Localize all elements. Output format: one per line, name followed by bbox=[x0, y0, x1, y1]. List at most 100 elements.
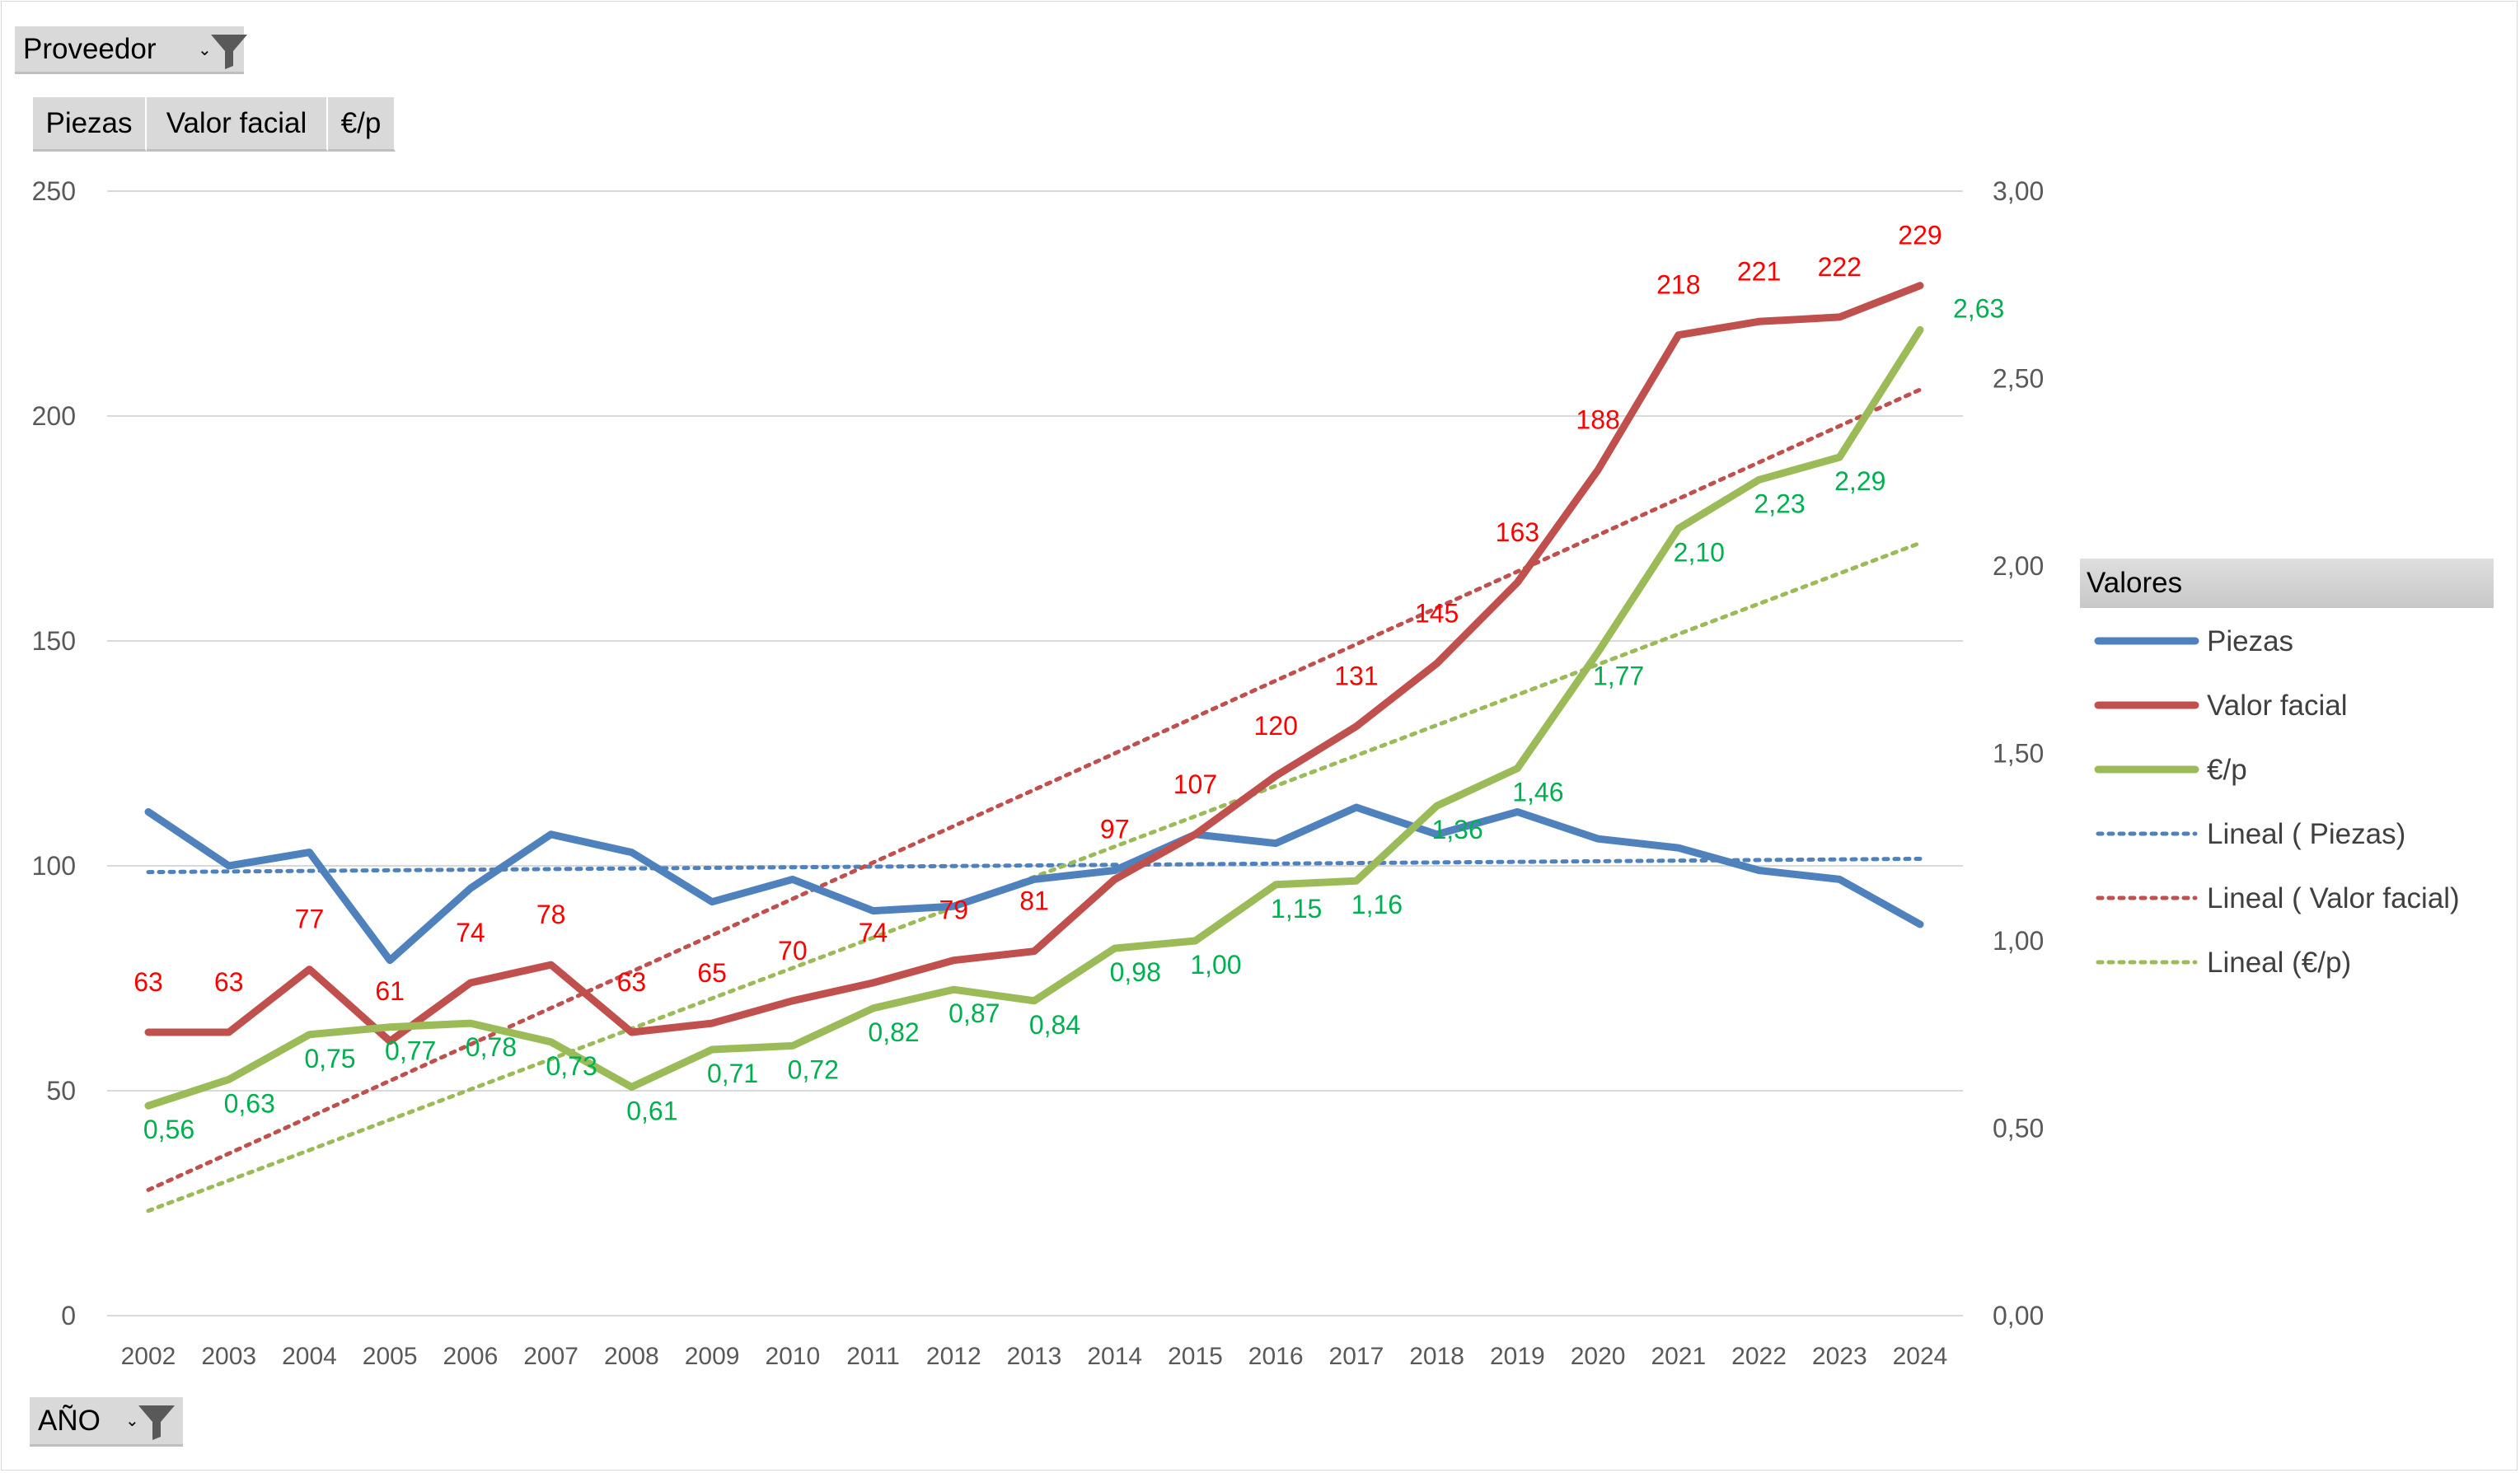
valor-facial-data-label: 163 bbox=[1496, 517, 1539, 547]
valor-facial-data-label: 218 bbox=[1656, 270, 1700, 300]
value-field-euro-per-piece[interactable]: €/p bbox=[328, 97, 396, 152]
left-axis-tick-label: 50 bbox=[46, 1076, 76, 1106]
x-axis-tick-label: 2010 bbox=[765, 1343, 820, 1370]
x-axis-tick-label: 2008 bbox=[604, 1343, 659, 1370]
euro-per-piece-data-label: 0,61 bbox=[626, 1096, 677, 1125]
valor-facial-data-label: 145 bbox=[1415, 598, 1459, 628]
filter-icon bbox=[211, 35, 247, 69]
trendline-piezas bbox=[146, 856, 1923, 875]
valor-facial-data-label: 97 bbox=[1100, 814, 1130, 844]
euro-per-piece-data-label: 0,72 bbox=[788, 1054, 839, 1084]
euro-per-piece-data-label: 0,75 bbox=[304, 1044, 355, 1073]
anio-filter-label: AÑO bbox=[38, 1404, 101, 1437]
series-line-piezas bbox=[144, 803, 1924, 965]
x-axis-tick-label: 2002 bbox=[121, 1343, 176, 1370]
euro-per-piece-data-label: 1,15 bbox=[1271, 894, 1322, 924]
filter-icon bbox=[138, 1405, 175, 1440]
euro-per-piece-data-label: 2,29 bbox=[1834, 466, 1885, 496]
proveedor-filter-button[interactable]: Proveedor ⌄ bbox=[15, 26, 247, 74]
valor-facial-data-label: 74 bbox=[456, 918, 485, 947]
valor-facial-data-label: 107 bbox=[1173, 769, 1217, 799]
valor-facial-data-label: 77 bbox=[295, 905, 325, 934]
x-axis-tick-label: 2003 bbox=[201, 1343, 256, 1370]
anio-filter-button[interactable]: AÑO ⌄ bbox=[30, 1397, 183, 1447]
euro-per-piece-data-label: 1,46 bbox=[1512, 778, 1563, 807]
euro-per-piece-data-label: 1,36 bbox=[1431, 815, 1482, 844]
legend-entry-label: Lineal ( Piezas) bbox=[2207, 818, 2405, 850]
legend-entry-label: Piezas bbox=[2207, 625, 2293, 657]
x-axis-tick-label: 2021 bbox=[1651, 1343, 1706, 1370]
valor-facial-data-label: 70 bbox=[778, 936, 808, 966]
right-axis-tick-label: 0,50 bbox=[1993, 1114, 2044, 1143]
x-axis-tick-label: 2012 bbox=[926, 1343, 981, 1370]
series-line-euro-per-piece bbox=[144, 325, 1924, 1110]
left-axis-tick-label: 0 bbox=[61, 1301, 76, 1330]
euro-per-piece-data-label: 0,82 bbox=[868, 1017, 919, 1047]
valor-facial-data-label: 78 bbox=[536, 900, 566, 929]
x-axis-tick-label: 2022 bbox=[1731, 1343, 1787, 1370]
valor-facial-data-label: 65 bbox=[697, 958, 727, 988]
valor-facial-data-label: 81 bbox=[1019, 886, 1049, 916]
valor-facial-data-label: 63 bbox=[214, 967, 244, 997]
x-axis-tick-label: 2019 bbox=[1490, 1343, 1545, 1370]
valor-facial-data-label: 74 bbox=[859, 918, 888, 947]
right-axis-tick-label: 2,00 bbox=[1993, 551, 2044, 581]
x-axis-tick-label: 2007 bbox=[523, 1343, 578, 1370]
euro-per-piece-data-label: 2,23 bbox=[1754, 489, 1805, 518]
value-field-valor-facial[interactable]: Valor facial bbox=[147, 97, 328, 152]
right-axis-tick-label: 1,50 bbox=[1993, 739, 2044, 769]
euro-per-piece-data-label: 2,63 bbox=[1953, 293, 2004, 323]
x-axis-tick-label: 2016 bbox=[1248, 1343, 1304, 1370]
legend-entry-label: €/p bbox=[2207, 754, 2247, 786]
valor-facial-data-label: 120 bbox=[1253, 711, 1297, 741]
x-axis-tick-label: 2006 bbox=[443, 1343, 499, 1370]
x-axis-tick-label: 2013 bbox=[1007, 1343, 1062, 1370]
left-axis-tick-label: 150 bbox=[32, 626, 76, 656]
legend-entry-label: Valor facial bbox=[2207, 690, 2348, 722]
euro-per-piece-data-label: 0,98 bbox=[1110, 957, 1161, 987]
valor-facial-data-label: 63 bbox=[617, 967, 647, 997]
x-axis-tick-label: 2018 bbox=[1409, 1343, 1464, 1370]
value-field-piezas[interactable]: Piezas bbox=[33, 97, 147, 152]
legend-title: Valores bbox=[2080, 559, 2494, 608]
x-axis-tick-label: 2005 bbox=[363, 1343, 418, 1370]
valor-facial-data-label: 229 bbox=[1898, 221, 1942, 250]
x-axis-tick-label: 2023 bbox=[1812, 1343, 1867, 1370]
left-axis-tick-label: 100 bbox=[32, 851, 76, 881]
euro-per-piece-data-label: 0,63 bbox=[224, 1088, 275, 1118]
left-axis-tick-label: 200 bbox=[32, 401, 76, 431]
euro-per-piece-data-label: 0,73 bbox=[546, 1051, 597, 1081]
euro-per-piece-data-label: 1,00 bbox=[1190, 950, 1241, 980]
valor-facial-data-label: 61 bbox=[375, 976, 405, 1006]
x-axis-tick-label: 2011 bbox=[846, 1343, 900, 1370]
x-axis-tick-label: 2024 bbox=[1893, 1343, 1948, 1370]
euro-per-piece-data-label: 0,87 bbox=[949, 998, 1000, 1028]
legend-entry-label: Lineal ( Valor facial) bbox=[2207, 882, 2460, 914]
valor-facial-data-label: 221 bbox=[1737, 256, 1781, 286]
left-axis-tick-label: 250 bbox=[32, 176, 76, 206]
series-line-valor-facial bbox=[144, 282, 1924, 1045]
proveedor-filter-label: Proveedor bbox=[23, 32, 157, 65]
euro-per-piece-data-label: 0,71 bbox=[707, 1059, 758, 1088]
right-axis-tick-label: 1,00 bbox=[1993, 926, 2044, 956]
x-axis-tick-label: 2020 bbox=[1571, 1343, 1626, 1370]
euro-per-piece-data-label: 0,78 bbox=[466, 1032, 517, 1062]
x-axis-tick-label: 2014 bbox=[1087, 1343, 1142, 1370]
valor-facial-data-label: 63 bbox=[133, 967, 163, 997]
valor-facial-data-label: 188 bbox=[1576, 405, 1619, 435]
euro-per-piece-data-label: 2,10 bbox=[1674, 538, 1725, 568]
dropdown-arrow-icon: ⌄ bbox=[125, 1412, 139, 1430]
euro-per-piece-data-label: 0,77 bbox=[385, 1036, 436, 1066]
right-axis-tick-label: 3,00 bbox=[1993, 176, 2044, 206]
valor-facial-data-label: 131 bbox=[1334, 662, 1378, 691]
valor-facial-data-label: 222 bbox=[1818, 252, 1862, 282]
euro-per-piece-data-label: 1,16 bbox=[1351, 890, 1403, 919]
euro-per-piece-data-label: 0,56 bbox=[143, 1115, 194, 1144]
euro-per-piece-data-label: 0,84 bbox=[1029, 1010, 1080, 1040]
legend-entry-label: Lineal (€/p) bbox=[2207, 947, 2351, 979]
valor-facial-data-label: 79 bbox=[939, 895, 968, 925]
x-axis-tick-label: 2009 bbox=[685, 1343, 740, 1370]
right-axis-tick-label: 2,50 bbox=[1993, 364, 2044, 394]
